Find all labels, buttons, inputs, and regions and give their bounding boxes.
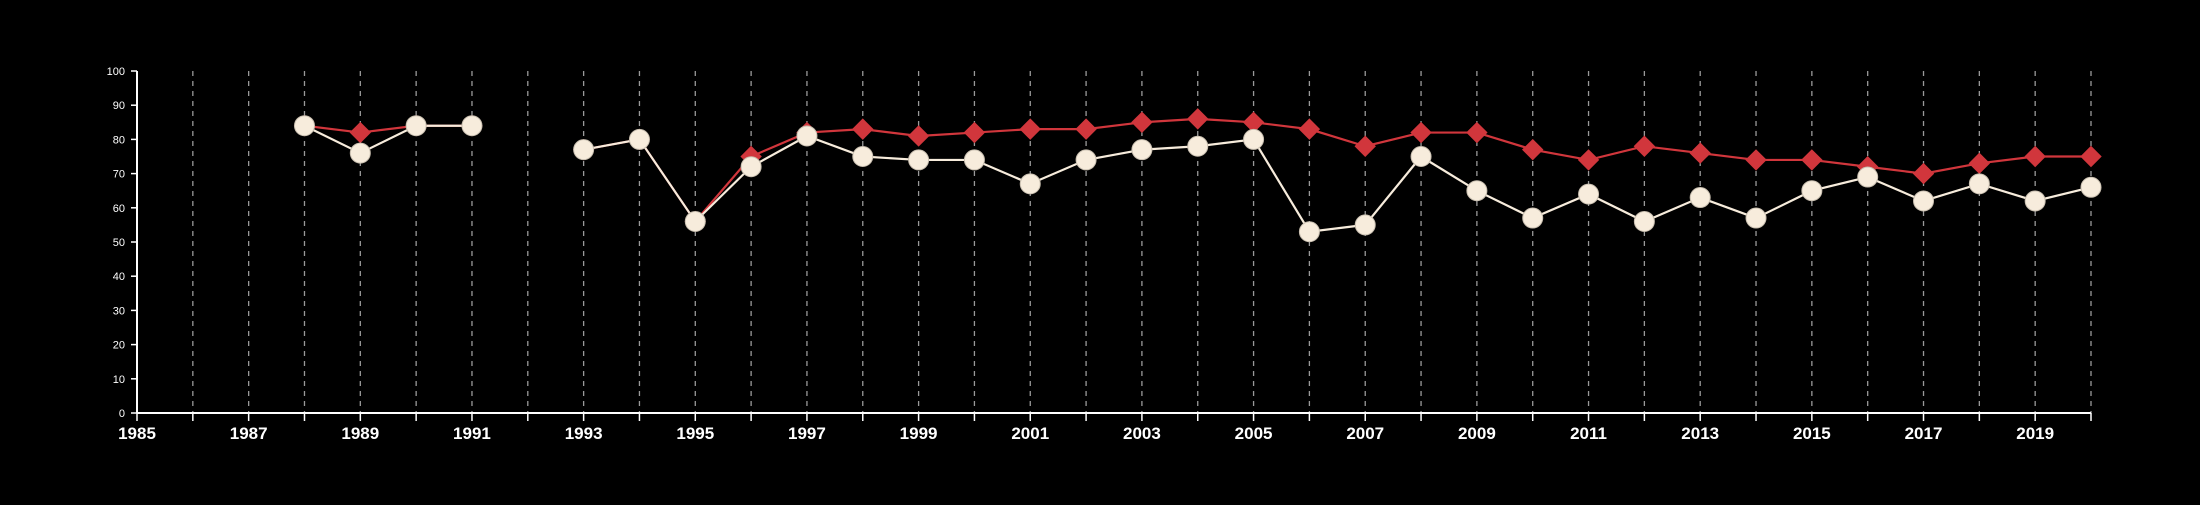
data-point-diamond bbox=[852, 118, 874, 140]
data-point-circle bbox=[684, 210, 706, 232]
data-point-circle bbox=[1131, 139, 1153, 161]
x-tick-label: 1989 bbox=[341, 424, 379, 443]
x-tick-label: 2011 bbox=[1570, 424, 1607, 443]
data-point-circle bbox=[293, 115, 315, 137]
data-point-diamond bbox=[1410, 121, 1432, 144]
data-point-circle bbox=[1466, 180, 1488, 202]
data-point-diamond bbox=[963, 121, 986, 144]
data-point-circle bbox=[908, 149, 930, 171]
x-tick-label: 2003 bbox=[1123, 424, 1161, 443]
x-tick-label: 1999 bbox=[900, 424, 938, 443]
x-tick-label: 1995 bbox=[676, 424, 714, 443]
data-point-circle bbox=[2080, 176, 2102, 198]
data-point-circle bbox=[1689, 187, 1711, 209]
data-point-circle bbox=[628, 128, 650, 150]
y-tick-label: 0 bbox=[119, 408, 125, 420]
markers-circle bbox=[293, 115, 2102, 243]
data-point-circle bbox=[740, 156, 762, 178]
series-circle bbox=[304, 124, 2092, 233]
x-tick-label: 2013 bbox=[1681, 424, 1719, 443]
y-tick-label: 50 bbox=[113, 237, 125, 249]
data-point-diamond bbox=[1075, 118, 1097, 140]
data-point-circle bbox=[573, 139, 595, 161]
x-tick-label: 2001 bbox=[1011, 424, 1049, 443]
x-tick-label: 1997 bbox=[788, 424, 826, 443]
data-point-diamond bbox=[907, 125, 930, 147]
x-tick-label: 2019 bbox=[2016, 424, 2054, 443]
data-point-circle bbox=[1745, 207, 1767, 229]
data-point-diamond bbox=[1577, 149, 1600, 171]
data-point-diamond bbox=[1354, 135, 1376, 157]
data-point-circle bbox=[1968, 173, 1990, 195]
data-point-circle bbox=[1913, 190, 1935, 212]
y-tick-label: 100 bbox=[107, 66, 125, 78]
y-tick-label: 20 bbox=[113, 340, 125, 352]
data-point-circle bbox=[1578, 183, 1600, 205]
data-point-circle bbox=[963, 149, 985, 171]
data-point-diamond bbox=[1912, 162, 1935, 185]
data-point-circle bbox=[1354, 214, 1376, 236]
data-point-circle bbox=[2024, 190, 2046, 212]
data-point-circle bbox=[349, 142, 371, 164]
data-point-diamond bbox=[1298, 118, 1321, 140]
data-point-circle bbox=[796, 125, 818, 147]
data-point-diamond bbox=[1745, 149, 1767, 171]
data-point-circle bbox=[1522, 207, 1544, 229]
series-layer bbox=[293, 108, 2102, 243]
series-line bbox=[304, 124, 472, 155]
data-point-circle bbox=[1298, 221, 1320, 243]
x-tick-label: 2017 bbox=[1905, 424, 1943, 443]
data-point-diamond bbox=[1968, 152, 1991, 175]
data-point-circle bbox=[1075, 149, 1097, 171]
data-point-circle bbox=[1019, 173, 1041, 195]
series-line bbox=[583, 117, 2091, 224]
data-point-diamond bbox=[1187, 108, 1209, 130]
y-tick-label: 30 bbox=[113, 305, 125, 317]
y-tick-label: 40 bbox=[113, 271, 125, 283]
data-point-circle bbox=[1187, 135, 1209, 157]
x-tick-label: 2009 bbox=[1458, 424, 1496, 443]
data-point-circle bbox=[1243, 128, 1265, 150]
x-tick-label: 1993 bbox=[565, 424, 603, 443]
y-tick-label: 80 bbox=[113, 134, 125, 146]
data-point-circle bbox=[1801, 180, 1823, 202]
data-point-diamond bbox=[349, 121, 372, 144]
series-line bbox=[583, 134, 2092, 233]
data-point-circle bbox=[405, 115, 427, 137]
data-point-circle bbox=[1857, 166, 1879, 188]
data-point-diamond bbox=[1466, 121, 1488, 144]
data-point-diamond bbox=[1633, 135, 1656, 157]
x-tick-label: 2007 bbox=[1346, 424, 1384, 443]
x-tick-label: 1987 bbox=[230, 424, 268, 443]
data-point-diamond bbox=[1801, 149, 1823, 171]
x-tick-label: 2015 bbox=[1793, 424, 1831, 443]
axes: 0 10 20 30 40 50 60 70 80 90 100 1985 1987 1989 1991 19… bbox=[107, 66, 2092, 443]
data-point-diamond bbox=[2080, 145, 2102, 168]
x-tick-label: 1985 bbox=[118, 424, 156, 443]
x-tick-label: 1991 bbox=[453, 424, 491, 443]
y-tick-label: 10 bbox=[113, 374, 125, 386]
data-point-diamond bbox=[1019, 118, 1041, 140]
y-tick-label: 70 bbox=[113, 169, 125, 181]
y-tick-label: 90 bbox=[113, 100, 125, 112]
data-point-circle bbox=[461, 115, 483, 137]
y-tick-label: 60 bbox=[113, 203, 125, 215]
x-tick-label: 2005 bbox=[1235, 424, 1273, 443]
data-point-diamond bbox=[1689, 142, 1711, 164]
data-point-diamond bbox=[2024, 145, 2046, 168]
data-point-circle bbox=[852, 146, 874, 167]
data-point-circle bbox=[1633, 210, 1655, 232]
data-point-circle bbox=[1410, 146, 1432, 167]
data-point-diamond bbox=[1131, 111, 1153, 134]
data-point-diamond bbox=[1522, 138, 1544, 161]
